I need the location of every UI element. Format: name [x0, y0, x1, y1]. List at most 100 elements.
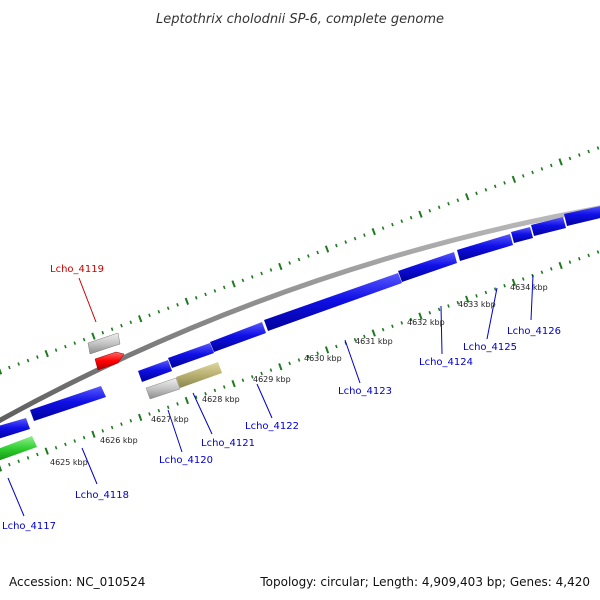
gene-label-lcho-4117[interactable]: Lcho_4117 [2, 521, 56, 532]
kbp-label: 4629 kbp [253, 375, 291, 384]
tick-mark [36, 452, 39, 457]
tick-mark [8, 365, 11, 370]
genome-summary-text: Topology: circular; Length: 4,909,403 bp… [259, 575, 590, 589]
tick-mark [568, 156, 572, 161]
gene-lcho-4118[interactable] [30, 386, 106, 421]
inner-tick-ring [0, 250, 600, 472]
tick-mark [493, 184, 497, 189]
gene-label-lcho-4118[interactable]: Lcho_4118 [75, 490, 129, 501]
tick-mark [176, 303, 179, 307]
gene-label-lcho-4121[interactable]: Lcho_4121 [201, 438, 255, 449]
tick-mark [484, 188, 488, 192]
tick-mark [110, 425, 114, 430]
tick-mark [428, 208, 432, 213]
tick-mark [324, 245, 330, 253]
gene-cds[interactable] [168, 343, 214, 368]
tick-mark [371, 227, 376, 236]
gene-lcho-4119-grey[interactable] [87, 332, 121, 355]
gene-label-lcho-4124[interactable]: Lcho_4124 [419, 357, 473, 368]
gene-label-lcho-4122[interactable]: Lcho_4122 [245, 421, 299, 432]
tick-mark [82, 337, 86, 342]
tick-mark [269, 368, 273, 372]
tick-mark [204, 292, 207, 297]
tick-mark [447, 201, 450, 206]
tick-mark [148, 412, 151, 416]
tick-mark [157, 309, 161, 314]
tick-mark [503, 283, 506, 288]
kbp-label: 4631 kbp [355, 337, 393, 346]
gene-cds[interactable] [511, 227, 533, 243]
gene-cds[interactable] [398, 252, 457, 282]
tick-mark [587, 253, 590, 258]
map-title: Leptothrix cholodnii SP-6, complete geno… [156, 12, 444, 27]
tick-mark [391, 222, 394, 227]
tick-mark [531, 170, 534, 175]
tick-mark [456, 300, 460, 305]
tick-mark [540, 270, 544, 275]
tick-mark [558, 158, 563, 166]
tick-mark [17, 459, 20, 464]
kbp-label: 4625 kbp [50, 458, 88, 467]
kbp-label: 4634 kbp [510, 283, 548, 292]
gene-label-lcho-4123[interactable]: Lcho_4123 [338, 386, 392, 397]
tick-mark [278, 363, 283, 371]
tick-mark [184, 396, 190, 405]
gene-lcho-4117[interactable] [0, 436, 37, 462]
tick-mark [0, 368, 3, 375]
tick-mark [475, 294, 478, 298]
tick-mark [73, 439, 77, 443]
tick-mark [129, 418, 133, 423]
kbp-labels: 4625 kbp 4626 kbp 4627 kbp 4628 kbp 4629… [50, 283, 548, 467]
tick-mark [269, 268, 273, 272]
tick-mark [353, 337, 357, 342]
tick-mark [184, 297, 190, 305]
accession-text: Accession: NC_010524 [9, 575, 145, 589]
tick-mark [596, 146, 600, 150]
gene-cds[interactable] [210, 322, 266, 352]
tick-mark [148, 313, 151, 318]
tick-mark [250, 275, 254, 279]
gene-cds[interactable] [0, 418, 30, 440]
tick-mark [578, 153, 581, 157]
tick-mark [138, 413, 143, 422]
forward-features [87, 205, 600, 382]
tick-mark [409, 215, 413, 220]
tick-mark [260, 271, 263, 276]
gene-label-lcho-4126[interactable]: Lcho_4126 [507, 326, 561, 337]
gene-cds[interactable] [457, 234, 513, 261]
tick-mark [297, 257, 301, 262]
gene-label-lcho-4125[interactable]: Lcho_4125 [463, 342, 517, 353]
tick-mark [0, 465, 3, 472]
tick-mark [213, 388, 217, 393]
tick-mark [120, 422, 123, 426]
tick-mark [447, 304, 450, 308]
gene-cds[interactable] [138, 360, 172, 382]
kbp-label: 4626 kbp [100, 436, 138, 445]
tick-mark [596, 250, 600, 254]
gene-label-lcho-4120[interactable]: Lcho_4120 [159, 455, 213, 466]
kbp-label: 4630 kbp [304, 354, 342, 363]
tick-mark [381, 327, 385, 332]
tick-mark [344, 240, 348, 244]
gene-lcho-4120[interactable] [145, 377, 181, 400]
tick-mark [418, 312, 423, 320]
tick-mark [465, 193, 470, 201]
tick-mark [260, 371, 263, 376]
tick-mark [307, 354, 310, 359]
gene-label-lcho-4119[interactable]: Lcho_4119 [50, 264, 104, 275]
kbp-label: 4633 kbp [458, 300, 496, 309]
tick-mark [381, 226, 385, 230]
gene-cds[interactable] [564, 205, 600, 226]
tick-mark [428, 310, 432, 315]
tick-mark [316, 250, 319, 255]
tick-mark [353, 236, 357, 241]
gene-lcho-4121[interactable] [176, 362, 222, 388]
gene-cds[interactable] [531, 217, 566, 236]
gene-lcho-4119[interactable] [94, 351, 125, 371]
tick-mark [231, 280, 236, 288]
gene-cds[interactable] [264, 273, 402, 331]
tick-mark [587, 149, 590, 154]
tick-mark [241, 378, 245, 383]
tick-mark [363, 233, 366, 237]
